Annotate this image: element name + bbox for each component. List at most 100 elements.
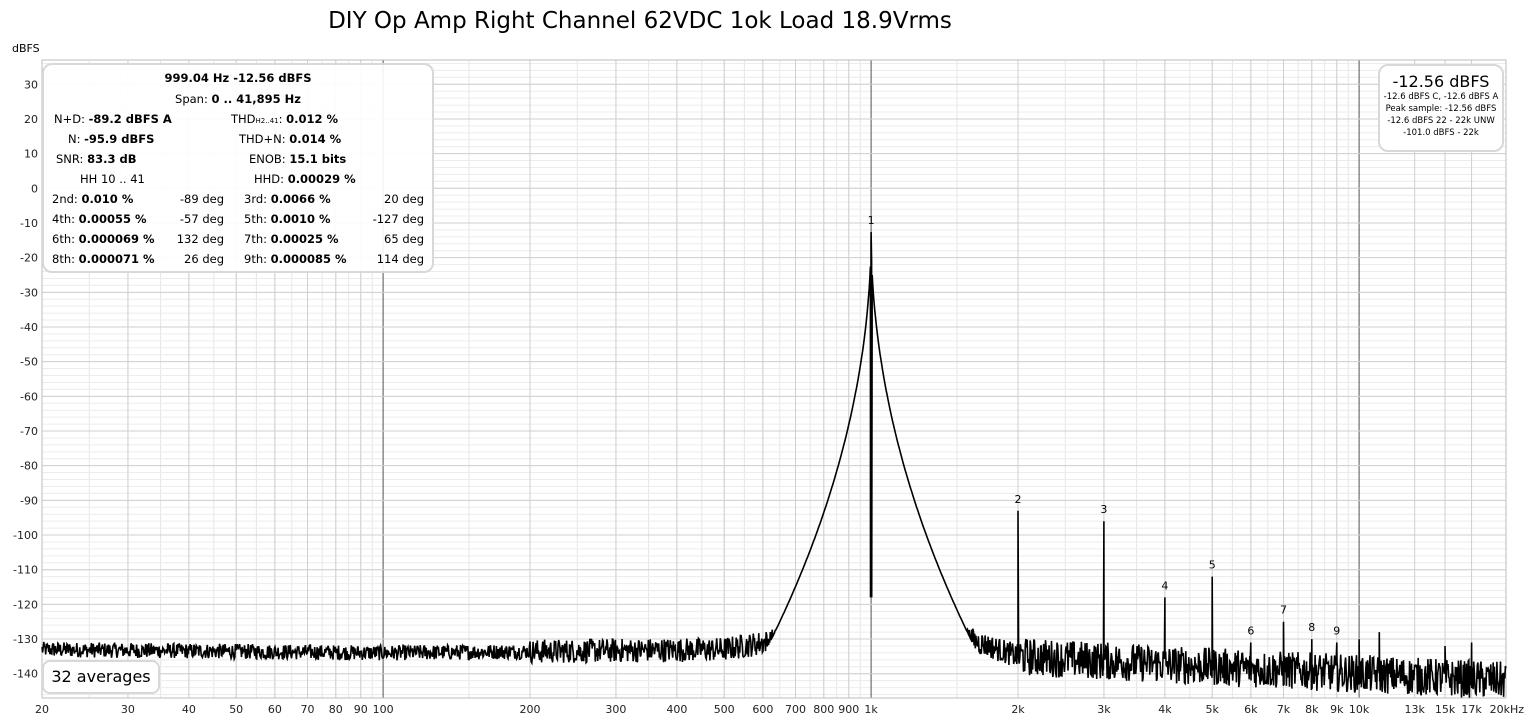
harmonic-phase: 65 deg [384,232,424,246]
x-tick-label: 20 [35,703,49,716]
harmonic-value: 5th: 0.0010 % [244,212,331,226]
harmonic-label: 3rd: [244,192,271,206]
harmonic-label: 7th: [244,232,271,246]
y-tick-label: -50 [20,356,38,369]
spectrum-trace [41,231,1507,698]
harmonic-value: 4th: 0.00055 % [52,212,147,226]
harmonic-value: 2nd: 0.010 % [52,192,133,206]
x-tick-label: 60 [268,703,282,716]
harmonic-peak-label: 6 [1247,625,1254,638]
y-tick-label: -40 [20,321,38,334]
x-tick-label: 1k [864,703,878,716]
x-tick-label: 700 [785,703,806,716]
x-tick-label: 90 [354,703,368,716]
averages-indicator: 32 averages [42,660,160,694]
y-tick-label: 0 [31,182,38,195]
x-tick-label: 50 [229,703,243,716]
harmonic-peak-label: 5 [1209,559,1216,572]
harmonic-percent: 0.0066 % [270,192,331,206]
x-tick-label: 4k [1158,703,1172,716]
chart-title: DIY Op Amp Right Channel 62VDC 1ok Load … [328,8,952,34]
harmonic-value: 9th: 0.000085 % [244,252,347,266]
harmonic-phase: -89 deg [179,192,224,206]
harmonic-peak-labels: 1 2 3 4 5 6 7 8 9 [868,214,1341,638]
peak-detail-line: -12.6 dBFS C, -12.6 dBFS A [1383,92,1499,102]
x-tick-label: 900 [838,703,859,716]
span-readout: Span: 0 .. 41,895 Hz [175,92,301,106]
x-tick-label: 3k [1097,703,1111,716]
y-tick-label: -30 [20,286,38,299]
grid-major [41,59,1507,699]
x-tick-label: 13k [1405,703,1426,716]
y-axis-unit: dBFS [12,42,40,55]
harmonic-value: 6th: 0.000069 % [52,232,155,246]
x-tick-label: 40 [182,703,196,716]
harmonic-peak-label: 8 [1308,621,1315,634]
harmonic-label: 4th: [52,212,79,226]
x-tick-label: 5k [1206,703,1220,716]
harmonic-label: 2nd: [52,192,82,206]
y-tick-label: -120 [13,598,38,611]
y-tick-label: -70 [20,425,38,438]
x-tick-label: 80 [329,703,343,716]
x-tick-label: 600 [752,703,773,716]
x-tick-labels: 20 30 40 50 60 70 80 90 100 200 300 400 500 600 700 800… [35,703,1524,716]
peak-level-panel[interactable]: -12.56 dBFS -12.6 dBFS C, -12.6 dBFS A P… [1378,64,1504,152]
y-tick-label: -20 [20,252,38,265]
x-tick-label: 500 [714,703,735,716]
thdn-readout: THD+N: 0.014 % [239,132,342,146]
y-tick-labels: 30 20 10 0 -10 -20 -30 -40 -50 -60 -70 -80 -90 -100 -1… [13,78,38,680]
hh-range-readout: HH 10 .. 41 [80,172,145,186]
harmonic-label: 6th: [52,232,79,246]
x-tick-label: 400 [666,703,687,716]
y-tick-label: -110 [13,564,38,577]
harmonic-percent: 0.000085 % [270,252,347,266]
x-tick-label: 8k [1305,703,1319,716]
harmonic-percent: 0.000071 % [78,252,155,266]
y-tick-label: 10 [24,148,38,161]
harmonic-peak-label: 4 [1161,579,1168,592]
peak-detail-line: -12.6 dBFS 22 - 22k UNW [1387,116,1495,126]
plot-frame [41,59,1507,699]
x-tick-label: 9k [1330,703,1344,716]
x-tick-label: 70 [301,703,315,716]
x-tick-label: 2k [1011,703,1025,716]
harmonic-peak-label: 3 [1100,503,1107,516]
measurement-info-panel[interactable]: 999.04 Hz -12.56 dBFS Span: 0 .. 41,895 … [42,63,434,273]
harmonic-percent: 0.00025 % [270,232,339,246]
harmonic-phase: 20 deg [384,192,424,206]
fundamental-readout: 999.04 Hz -12.56 dBFS [164,71,312,85]
x-tick-label: 6k [1244,703,1258,716]
y-tick-label: -140 [13,668,38,681]
y-tick-label: -10 [20,217,38,230]
nd-readout: N+D: -89.2 dBFS A [54,112,172,126]
hhd-readout: HHD: 0.00029 % [254,172,356,186]
harmonic-phase: 132 deg [176,232,224,246]
y-tick-label: -130 [13,633,38,646]
x-tick-label: 800 [813,703,834,716]
x-tick-label: 20kHz [1490,703,1525,716]
snr-readout: SNR: 83.3 dB [56,152,137,166]
peak-detail-line: -101.0 dBFS - 22k [1403,128,1479,138]
x-tick-label: 30 [121,703,135,716]
harmonic-label: 8th: [52,252,79,266]
harmonic-phase: -57 deg [179,212,224,226]
enob-readout: ENOB: 15.1 bits [249,152,347,166]
thd-readout: THDH2..41: 0.012 % [231,112,339,126]
harmonic-percent: 0.010 % [81,192,134,206]
harmonic-label: 9th: [244,252,271,266]
harmonic-peak-label: 7 [1280,604,1287,617]
harmonic-phase: -127 deg [372,212,424,226]
harmonic-value: 3rd: 0.0066 % [244,192,331,206]
noise-readout: N: -95.9 dBFS [68,132,155,146]
y-tick-label: 20 [24,113,38,126]
x-tick-label: 10k [1349,703,1370,716]
x-tick-label: 200 [520,703,541,716]
harmonic-peak-label: 1 [868,214,875,227]
harmonic-percent: 0.00055 % [78,212,147,226]
harmonic-percent: 0.0010 % [270,212,331,226]
harmonic-phase: 114 deg [376,252,424,266]
harmonic-value: 7th: 0.00025 % [244,232,339,246]
harmonic-peak-label: 2 [1015,493,1022,506]
harmonic-percent: 0.000069 % [78,232,155,246]
